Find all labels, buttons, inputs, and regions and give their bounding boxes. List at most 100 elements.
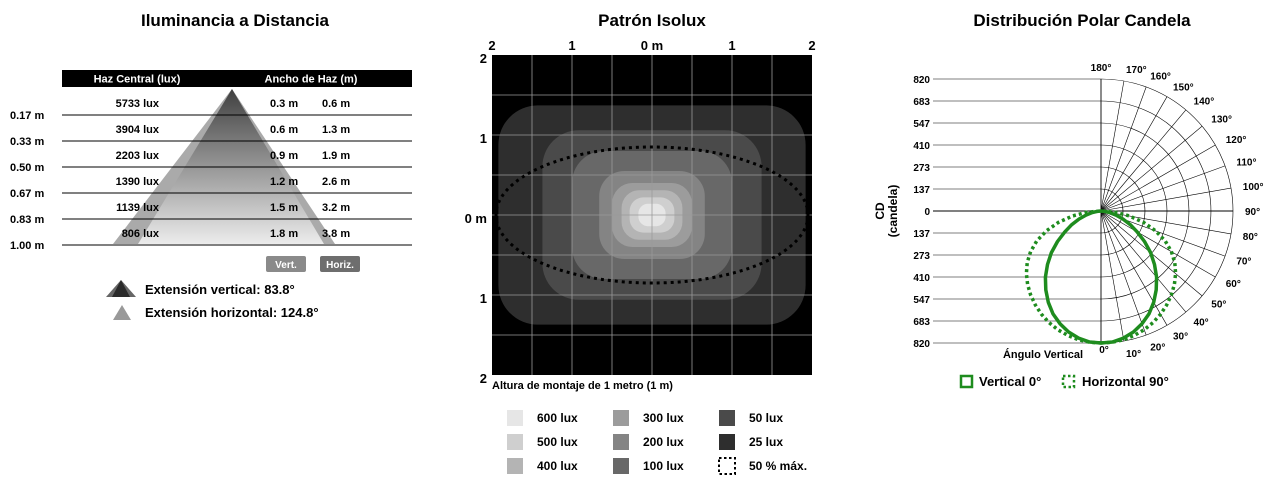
cd-axis-label: CD bbox=[873, 202, 887, 220]
badge-horiz: Horiz. bbox=[326, 260, 354, 271]
legend-label: 500 lux bbox=[537, 435, 578, 449]
angle-tick-label: 60° bbox=[1226, 279, 1241, 290]
center-beam-lux: 5733 lux bbox=[116, 98, 160, 110]
legend-swatch bbox=[719, 434, 735, 450]
beam-width-vertical: 1.2 m bbox=[270, 176, 298, 188]
angle-tick-label: 140° bbox=[1194, 97, 1215, 108]
isolux-legend: 600 lux 500 lux 400 lux 300 lux 200 lux 100 l… bbox=[507, 410, 807, 475]
legend-swatch bbox=[613, 410, 629, 426]
polar-grid bbox=[933, 78, 1234, 344]
table-header-bar bbox=[62, 70, 412, 87]
angle-axis-label: Ángulo Vertical bbox=[1003, 348, 1083, 361]
polar-spoke bbox=[1100, 187, 1232, 212]
polar-spoke bbox=[1100, 210, 1125, 342]
legend-swatch bbox=[719, 410, 735, 426]
legend-swatch bbox=[613, 458, 629, 474]
polar-spoke bbox=[1100, 210, 1147, 336]
illuminance-title: Iluminancia a Distancia bbox=[141, 11, 330, 30]
left-tick-label: 2 bbox=[480, 371, 487, 386]
cd-tick-label: 683 bbox=[913, 317, 930, 328]
badge-vert: Vert. bbox=[275, 260, 297, 271]
vertical-0-curve bbox=[1043, 209, 1159, 345]
angle-tick-label: 100° bbox=[1243, 182, 1264, 193]
angle-tick-label: 10° bbox=[1126, 349, 1141, 360]
top-tick-label: 0 m bbox=[641, 38, 663, 53]
header-center-beam: Haz Central (lux) bbox=[94, 74, 181, 86]
illuminance-panel: Iluminancia a Distancia Haz Central (lux… bbox=[10, 11, 412, 320]
legend-horizontal-label: Horizontal 90° bbox=[1082, 374, 1169, 389]
badge-vert-bg bbox=[266, 256, 306, 272]
distance-label: 0.17 m bbox=[10, 110, 44, 122]
beam-width-vertical: 0.6 m bbox=[270, 124, 298, 136]
left-tick-label: 0 m bbox=[465, 211, 487, 226]
legend-label: 25 lux bbox=[749, 435, 783, 449]
distance-label: 0.50 m bbox=[10, 162, 44, 174]
cd-tick-label: 683 bbox=[913, 97, 930, 108]
header-beam-width: Ancho de Haz (m) bbox=[265, 74, 358, 86]
beam-width-horizontal: 3.2 m bbox=[322, 202, 350, 214]
legend-horizontal-swatch bbox=[1061, 374, 1076, 389]
angle-tick-label: 120° bbox=[1226, 135, 1247, 146]
beam-width-vertical: 1.5 m bbox=[270, 202, 298, 214]
isolux-title: Patrón Isolux bbox=[598, 11, 706, 30]
isolux-caption: Altura de montaje de 1 metro (1 m) bbox=[492, 380, 673, 392]
legend-vertical-label: Vertical 0° bbox=[979, 374, 1041, 389]
distance-label: 0.33 m bbox=[10, 136, 44, 148]
half-max-contour bbox=[494, 145, 810, 285]
angle-tick-label: 0° bbox=[1099, 345, 1109, 356]
center-beam-lux: 1390 lux bbox=[116, 176, 160, 188]
top-tick-label: 2 bbox=[808, 38, 815, 53]
legend-label: 300 lux bbox=[643, 411, 684, 425]
legend-swatch bbox=[613, 434, 629, 450]
beam-width-horizontal: 1.9 m bbox=[322, 150, 350, 162]
legend-label: 50 lux bbox=[749, 411, 783, 425]
vertical-spread-icon bbox=[106, 280, 136, 297]
cd-tick-label: 273 bbox=[913, 163, 930, 174]
polar-spoke bbox=[1100, 125, 1203, 212]
vertical-spread-text: Extensión vertical: 83.8° bbox=[145, 282, 295, 297]
legend-label: 400 lux bbox=[537, 459, 578, 473]
angle-tick-label: 180° bbox=[1091, 63, 1112, 74]
polar-spoke bbox=[1100, 109, 1187, 212]
cd-tick-label: 820 bbox=[913, 75, 930, 86]
polar-spoke bbox=[1100, 96, 1168, 212]
top-tick-label: 1 bbox=[568, 38, 575, 53]
polar-spoke bbox=[1100, 165, 1226, 212]
isolux-grid bbox=[492, 55, 812, 375]
legend-swatch bbox=[507, 458, 523, 474]
cd-tick-label: 547 bbox=[913, 119, 930, 130]
legend-label: 50 % máx. bbox=[749, 459, 807, 473]
angle-tick-label: 40° bbox=[1194, 317, 1209, 328]
horizontal-90-curve bbox=[1024, 209, 1178, 345]
angle-tick-label: 20° bbox=[1150, 342, 1165, 353]
cd-tick-label: 820 bbox=[913, 339, 930, 350]
center-beam-lux: 2203 lux bbox=[116, 150, 160, 162]
cd-tick-label: 0 bbox=[924, 207, 930, 218]
center-beam-lux: 3904 lux bbox=[116, 124, 160, 136]
angle-tick-label: 110° bbox=[1236, 158, 1256, 169]
beam-width-horizontal: 3.8 m bbox=[322, 228, 350, 240]
distance-label: 0.67 m bbox=[10, 188, 44, 200]
cd-tick-label: 547 bbox=[913, 295, 930, 306]
legend-swatch bbox=[507, 410, 523, 426]
center-beam-lux: 1139 lux bbox=[116, 202, 160, 214]
polar-title: Distribución Polar Candela bbox=[973, 11, 1191, 30]
polar-panel: Distribución Polar Candela 820 683 547 410 2… bbox=[873, 11, 1263, 389]
left-tick-label: 2 bbox=[480, 51, 487, 66]
angle-tick-label: 80° bbox=[1243, 232, 1258, 243]
polar-curves bbox=[1024, 209, 1178, 345]
distance-label: 0.83 m bbox=[10, 214, 44, 226]
polar-spoke bbox=[1100, 210, 1168, 326]
beam-width-horizontal: 0.6 m bbox=[322, 98, 350, 110]
polar-spoke bbox=[1100, 80, 1125, 212]
left-tick-label: 1 bbox=[480, 291, 487, 306]
top-tick-label: 1 bbox=[728, 38, 735, 53]
cd-tick-label: 137 bbox=[913, 185, 930, 196]
beam-width-vertical: 1.8 m bbox=[270, 228, 298, 240]
legend-label: 600 lux bbox=[537, 411, 578, 425]
beam-width-vertical: 0.3 m bbox=[270, 98, 298, 110]
left-tick-label: 1 bbox=[480, 131, 487, 146]
